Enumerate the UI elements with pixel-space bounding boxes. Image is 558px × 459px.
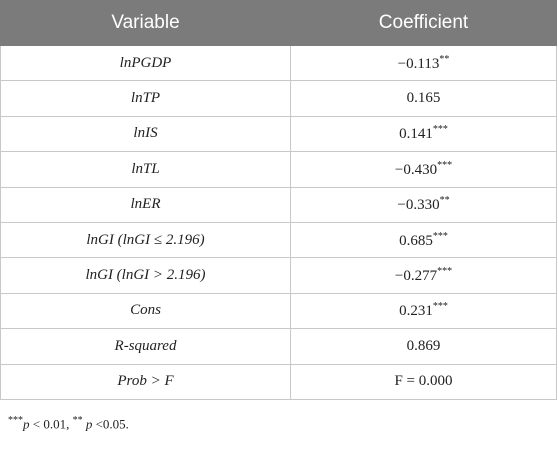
variable-cell: lnTL [0,151,291,188]
footnote-text: < 0.01, [29,416,73,432]
coefficient-value: 0.165 [406,90,441,107]
coefficient-value: −0.330 [397,197,440,214]
coefficient-value: −0.430 [394,161,438,178]
header-cell: Coefficient [290,0,557,46]
footnote-p: p [23,416,30,432]
coefficient-cell: −0.113** [290,44,557,82]
variable-cell: Prob > F [0,363,291,400]
significance: ** [439,195,450,207]
coefficient-cell: 0.141*** [290,115,557,153]
coefficient-cell: F = 0.000 [290,363,557,400]
coefficient-value: 0.869 [406,337,441,354]
significance: *** [437,266,453,278]
coefficient-cell: −0.430*** [290,151,557,188]
table-row: R-squared 0.869 [0,328,557,365]
coefficient-value: 0.141 [399,126,433,143]
table-row: lnER −0.330** [0,186,557,223]
table-row: lnIS 0.141*** [0,115,557,153]
coefficient-value: F = 0.000 [394,373,453,390]
table-row: lnTP 0.165 [0,80,557,117]
coefficient-value: 0.231 [399,303,433,320]
table-row: lnPGDP −0.113** [0,44,557,82]
footnote-text: <0.05. [92,416,129,432]
footnote-p: p [82,416,93,432]
header-cell: Variable [0,0,291,46]
coefficient-cell: 0.869 [290,328,557,365]
footnote-sig: ** [72,415,83,426]
variable-cell: lnGI (lnGI ≤ 2.196) [0,221,291,259]
coefficient-table: Variable Coefficient lnPGDP −0.113** lnTP 0… [0,0,557,400]
footnote: ***p < 0.01, ** p <0.05. [8,415,129,432]
table-row: Cons 0.231*** [0,292,557,330]
significance: *** [432,124,448,136]
variable-cell: lnTP [0,80,291,117]
coefficient-cell: −0.330** [290,186,557,223]
header-row: Variable Coefficient [0,0,557,46]
coefficient-cell: 0.685*** [290,221,557,259]
table-row: Prob > F F = 0.000 [0,363,557,400]
variable-cell: lnIS [0,115,291,153]
variable-cell: lnGI (lnGI > 2.196) [0,257,291,294]
footnote-sig: *** [8,415,23,426]
coefficient-cell: 0.165 [290,80,557,117]
variable-cell: lnPGDP [0,44,291,82]
significance: *** [432,301,448,313]
coefficient-value: −0.277 [394,268,438,285]
significance: *** [437,159,453,171]
coefficient-cell: 0.231*** [290,292,557,330]
coefficient-value: −0.113 [397,55,440,72]
variable-cell: lnER [0,186,291,223]
coefficient-value: 0.685 [399,232,433,249]
significance: *** [432,230,448,242]
coefficient-cell: −0.277*** [290,257,557,294]
variable-cell: Cons [0,292,291,330]
table-row: lnTL −0.430*** [0,151,557,188]
table-body: lnPGDP −0.113** lnTP 0.165 lnIS 0.141*** lnTL −… [0,44,557,400]
variable-cell: R-squared [0,328,291,365]
table-row: lnGI (lnGI ≤ 2.196) 0.685*** [0,221,557,259]
significance: ** [439,53,450,65]
table-row: lnGI (lnGI > 2.196) −0.277*** [0,257,557,294]
